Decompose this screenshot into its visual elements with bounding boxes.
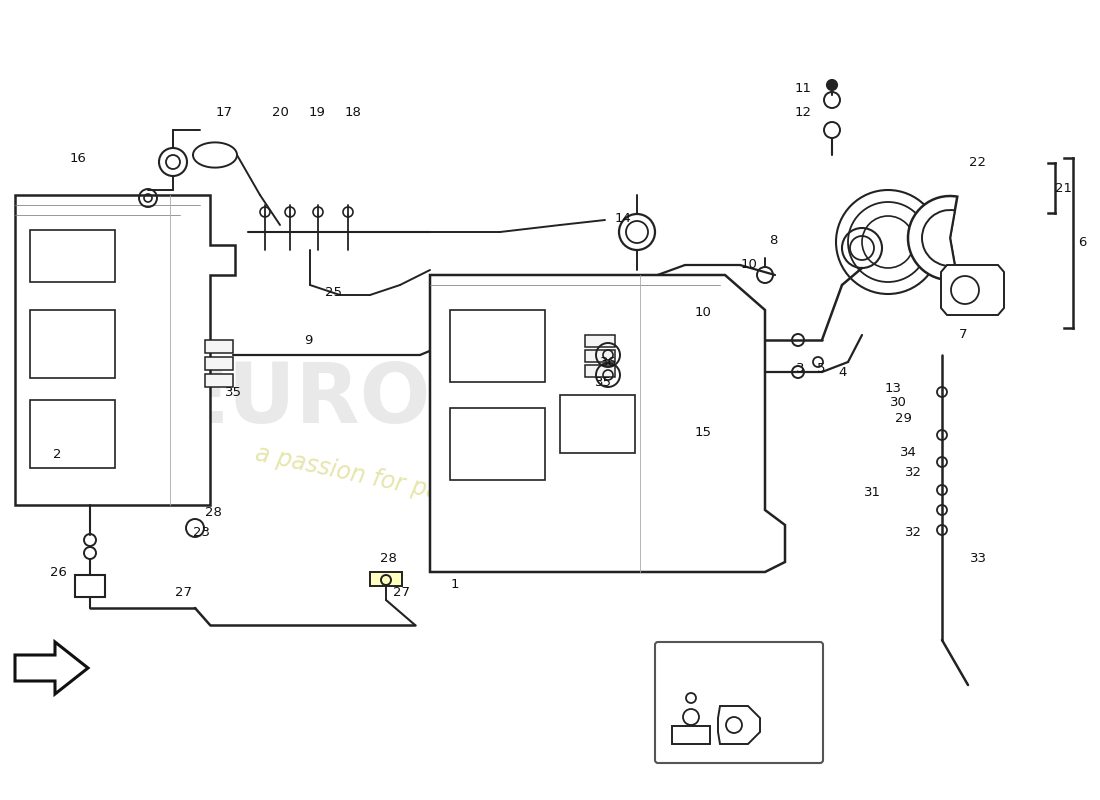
Text: 20: 20 bbox=[272, 106, 288, 118]
Wedge shape bbox=[908, 196, 957, 280]
Text: 12: 12 bbox=[794, 106, 812, 119]
Text: 32: 32 bbox=[904, 466, 922, 478]
Text: 37: 37 bbox=[712, 695, 728, 709]
Text: 28: 28 bbox=[205, 506, 221, 519]
Text: 7: 7 bbox=[959, 329, 967, 342]
Bar bbox=[30, 400, 116, 468]
Text: 3: 3 bbox=[795, 362, 804, 374]
Bar bbox=[75, 575, 104, 597]
Text: 1: 1 bbox=[451, 578, 460, 591]
Wedge shape bbox=[922, 210, 955, 266]
Text: 9: 9 bbox=[304, 334, 312, 346]
Text: 4: 4 bbox=[839, 366, 847, 379]
Bar bbox=[560, 395, 635, 453]
Text: 33: 33 bbox=[969, 551, 987, 565]
Bar bbox=[30, 230, 116, 282]
Text: 24: 24 bbox=[754, 695, 770, 709]
Bar bbox=[585, 350, 615, 362]
Bar bbox=[30, 310, 116, 378]
Text: 10: 10 bbox=[740, 258, 758, 271]
Text: 29: 29 bbox=[894, 411, 912, 425]
Text: 18: 18 bbox=[344, 106, 362, 118]
Text: 13: 13 bbox=[884, 382, 902, 394]
Bar bbox=[205, 340, 233, 353]
Text: 27: 27 bbox=[394, 586, 410, 598]
Bar bbox=[450, 408, 544, 480]
Bar bbox=[672, 726, 710, 744]
Text: 21: 21 bbox=[1055, 182, 1071, 194]
Text: 36: 36 bbox=[600, 357, 616, 370]
Text: 15: 15 bbox=[694, 426, 712, 439]
Text: 16: 16 bbox=[69, 151, 87, 165]
Text: 31: 31 bbox=[864, 486, 880, 499]
Polygon shape bbox=[430, 275, 785, 572]
Bar bbox=[585, 365, 615, 377]
Text: 17: 17 bbox=[216, 106, 232, 118]
Text: 23: 23 bbox=[194, 526, 210, 539]
Polygon shape bbox=[15, 195, 235, 505]
Text: 27: 27 bbox=[175, 586, 191, 598]
Text: 26: 26 bbox=[50, 566, 66, 578]
Text: EUROPES: EUROPES bbox=[172, 359, 608, 441]
Text: 30: 30 bbox=[890, 397, 906, 410]
Text: 8: 8 bbox=[769, 234, 778, 246]
Circle shape bbox=[827, 80, 837, 90]
Text: 35: 35 bbox=[224, 386, 242, 399]
Text: 10: 10 bbox=[694, 306, 712, 318]
Polygon shape bbox=[718, 706, 760, 744]
Text: 11: 11 bbox=[794, 82, 812, 94]
Text: 2: 2 bbox=[53, 449, 62, 462]
Text: 22: 22 bbox=[968, 155, 986, 169]
Text: 25: 25 bbox=[324, 286, 341, 299]
Bar bbox=[585, 335, 615, 347]
Bar bbox=[205, 357, 233, 370]
Bar bbox=[450, 310, 544, 382]
Polygon shape bbox=[940, 265, 1004, 315]
Polygon shape bbox=[15, 642, 88, 694]
Text: 34: 34 bbox=[900, 446, 916, 459]
Text: a passion for parts since 1984: a passion for parts since 1984 bbox=[253, 441, 607, 539]
Bar bbox=[205, 374, 233, 387]
Text: 5: 5 bbox=[816, 362, 825, 374]
Text: 14: 14 bbox=[615, 211, 631, 225]
Text: 28: 28 bbox=[379, 551, 396, 565]
Text: 6: 6 bbox=[1078, 235, 1086, 249]
FancyBboxPatch shape bbox=[654, 642, 823, 763]
Text: 19: 19 bbox=[309, 106, 326, 118]
Text: 32: 32 bbox=[904, 526, 922, 538]
Bar bbox=[370, 572, 402, 586]
Text: 35: 35 bbox=[594, 375, 612, 389]
